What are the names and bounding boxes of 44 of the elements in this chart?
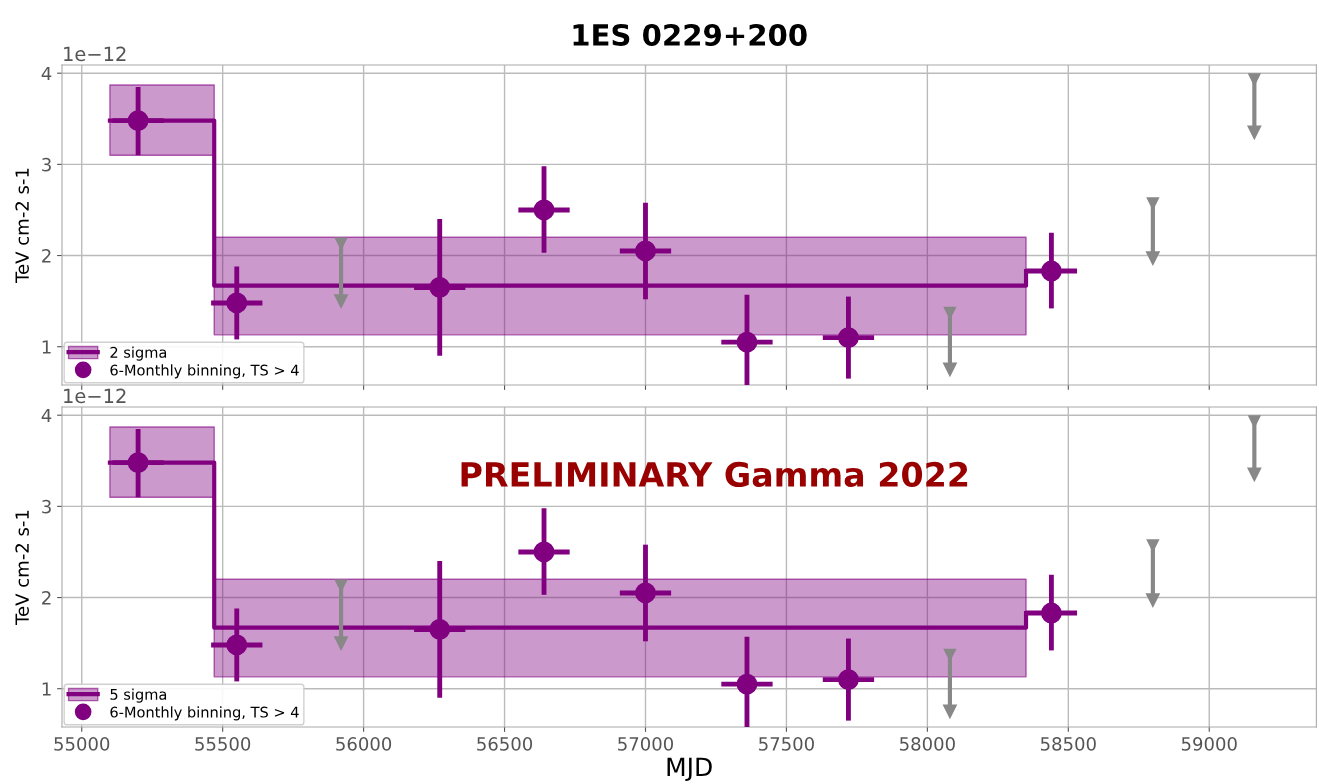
point: [838, 669, 859, 691]
x-tick-label: 55500: [195, 737, 251, 751]
point: [226, 292, 248, 314]
y-tick-label: 4: [41, 408, 52, 423]
y-tick-label: 2: [42, 591, 51, 605]
x-tick-label: 58000: [900, 737, 955, 751]
x-tick-label: 56000: [336, 737, 392, 751]
y-tick-label: 2: [42, 249, 51, 263]
y-tick-label: 4: [41, 66, 52, 81]
text: 1e−12: [64, 46, 126, 62]
legend-label: 6-Monthly binning, TS > 4: [110, 706, 299, 721]
x-tick-label: 57000: [618, 737, 674, 751]
point: [1040, 260, 1062, 282]
point: [838, 327, 859, 349]
x-tick-label: 55000: [54, 737, 110, 751]
point: [226, 634, 248, 656]
y-tick-label: 1: [42, 682, 51, 696]
point: [127, 452, 149, 474]
y-tick-label: 3: [42, 157, 51, 172]
point: [533, 199, 555, 221]
point: [635, 582, 656, 604]
text: 1e−12: [64, 388, 126, 404]
legend-label: 6-Monthly binning, TS > 4: [110, 364, 299, 379]
y-axis-title: TeV cm-2 s-1: [15, 168, 29, 283]
x-tick-label: 59000: [1181, 737, 1237, 751]
point: [429, 277, 451, 298]
annotation: PRELIMINARY Gamma 2022: [461, 461, 968, 488]
y-tick-label: 3: [42, 499, 51, 514]
point: [533, 541, 555, 563]
point: [127, 110, 149, 132]
point: [1040, 602, 1062, 624]
point: [736, 331, 758, 353]
x-tick-label: 57500: [759, 737, 814, 751]
point: [429, 619, 451, 640]
x-tick-label: 56500: [477, 737, 533, 751]
legend-label: 5 sigma: [110, 688, 167, 703]
x-tick-label: 58500: [1040, 737, 1096, 751]
point: [736, 673, 758, 695]
x-axis-title: MJD: [667, 757, 712, 781]
y-axis-title: TeV cm-2 s-1: [15, 510, 29, 625]
chart-title: 1ES 0229+200: [573, 23, 807, 46]
y-tick-label: 1: [42, 340, 51, 354]
point: [635, 240, 656, 262]
legend-label: 2 sigma: [110, 346, 167, 361]
